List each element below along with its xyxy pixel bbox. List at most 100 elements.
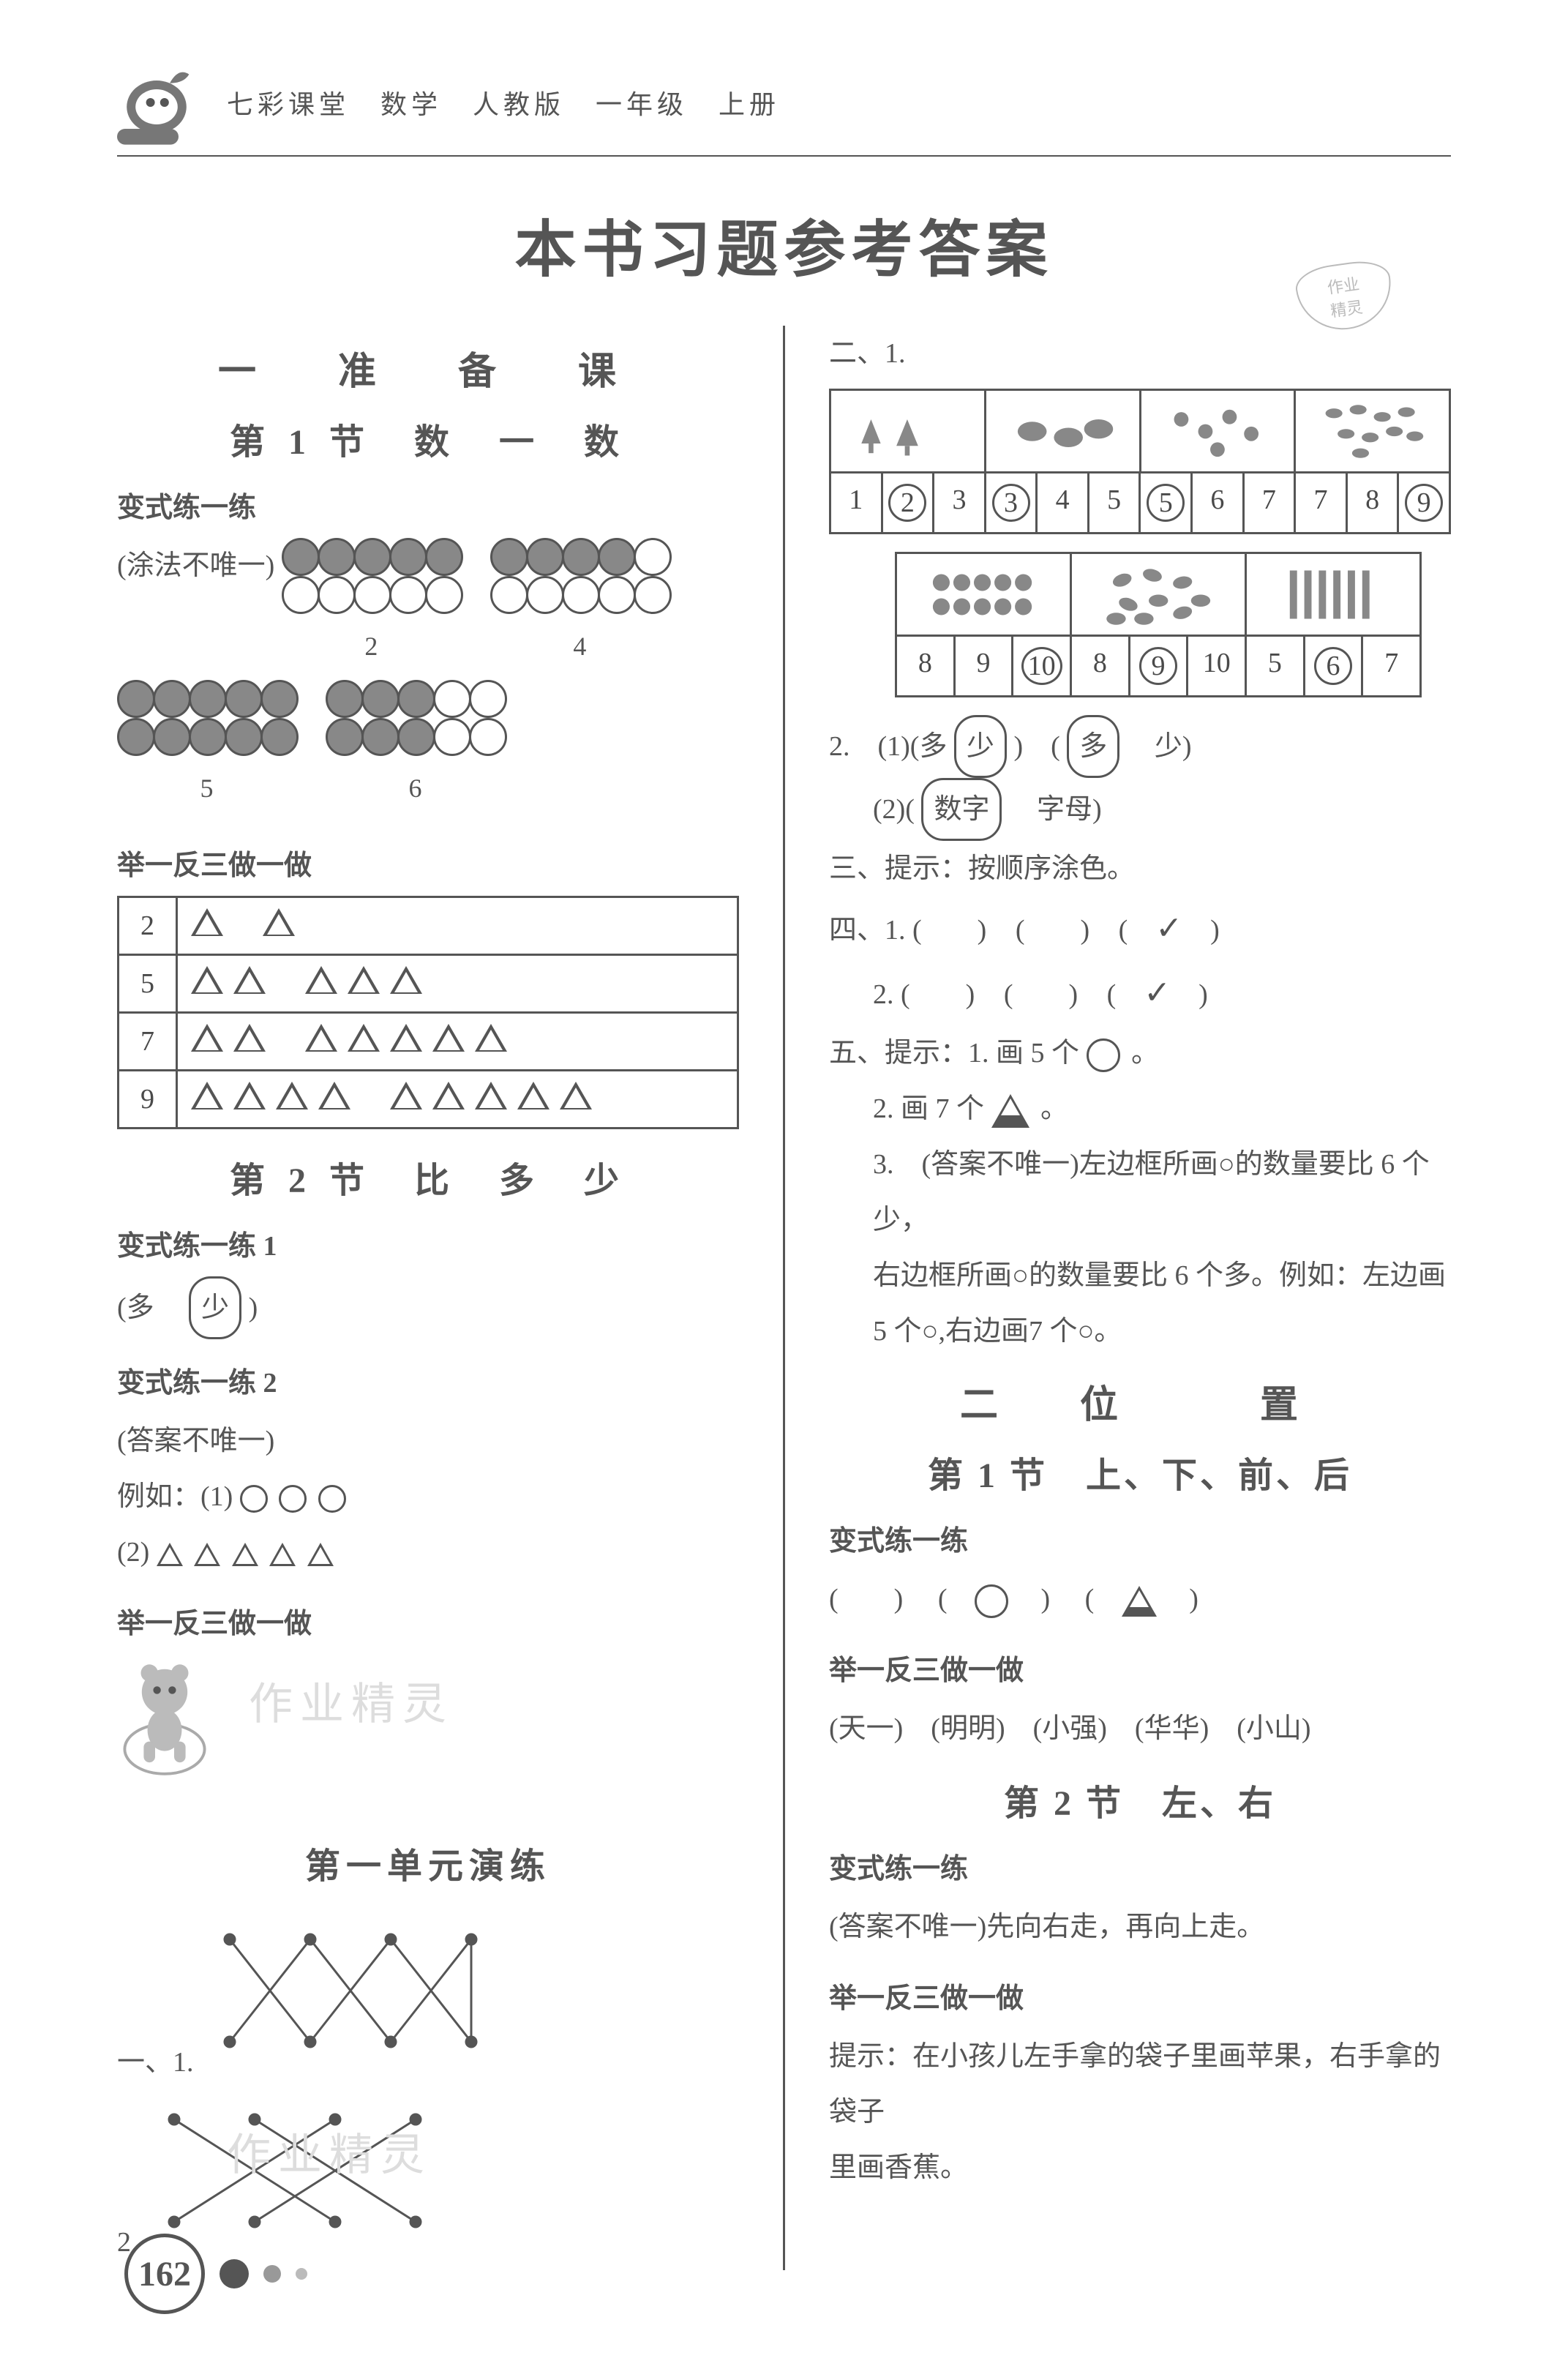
wu-3a: 3. (答案不唯一)左边框所画○的数量要比 6 个少， <box>829 1137 1451 1248</box>
q2-1: 2. (1)(多 少 ) ( 多 少) <box>829 715 1451 778</box>
heading-bianshi2: 变式练一练 2 <box>117 1360 739 1400</box>
wu2-end: 。 <box>1040 1093 1068 1124</box>
hint-r2a: 提示：在小孩儿左手拿的袋子里画苹果，右手拿的袋子 <box>829 2029 1451 2140</box>
duo-text: (多 <box>117 1292 182 1323</box>
hint-r2b: 里画香蕉。 <box>829 2140 1451 2196</box>
ans-not-unique: (答案不唯一) <box>117 1413 739 1469</box>
circle-icon <box>279 1485 307 1513</box>
check-icon <box>1155 915 1182 946</box>
section-2-title: 第 2 节 比 多 少 <box>117 1151 739 1202</box>
si-row1: 四、1. ( ) ( ) ( ) <box>829 897 1451 961</box>
san-text: 三、提示：按顺序涂色。 <box>829 841 1451 897</box>
dot-icon <box>296 2268 307 2280</box>
paren-empty: ( ) <box>901 967 975 1022</box>
heading-bianshi-r: 变式练一练 <box>829 1518 1451 1558</box>
bear-watermark-area: 作业精灵 <box>117 1654 739 1815</box>
q2-1-duo-circled: 多 <box>1067 715 1119 778</box>
q2-1-end: 少) <box>1127 731 1192 762</box>
content-columns: 一 准 备 课 第 1 节 数 一 数 变式练一练 (涂法不唯一) 24 56 举… <box>117 326 1451 2270</box>
number-grid-1: 123345567789 <box>829 389 1451 534</box>
match-diagram-1 <box>200 2047 522 2078</box>
pic-cell-leaves <box>1072 554 1247 635</box>
yi1-label: 一、1. <box>117 2047 194 2078</box>
names-row: (天一) (明明) (小强) (华华) (小山) <box>829 1701 1451 1756</box>
q2-2-shuzi-circled: 数字 <box>921 778 1002 841</box>
pic-cell-trees <box>831 391 986 471</box>
circle-group: 4 <box>490 538 669 673</box>
shao-circled: 少 <box>189 1276 241 1339</box>
unit-1-title: 第一单元演练 <box>117 1837 739 1888</box>
wu-1: 五、提示：1. 画 5 个 。 <box>829 1025 1451 1081</box>
big-circle-icon <box>1087 1038 1120 1072</box>
wu-3c: 5 个○,右边画7 个○。 <box>829 1303 1451 1359</box>
circle-group: 6 <box>326 680 505 815</box>
paren-check: ( ) <box>1119 897 1220 961</box>
tufa-note: (涂法不唯一) 24 56 <box>117 538 739 822</box>
triangle-table: 2579 <box>117 896 739 1129</box>
triangle-icon <box>1122 1586 1157 1617</box>
triangle-icon <box>157 1543 183 1566</box>
number-grid-2: 89108910567 <box>895 552 1422 697</box>
column-divider <box>783 326 785 2270</box>
er1-label: 二、1. <box>829 326 1451 381</box>
page-header: 七彩课堂 数学 人教版 一年级 上册 <box>117 59 1451 157</box>
example-2: (2) <box>117 1524 739 1580</box>
wu2-label: 2. 画 7 个 <box>873 1093 984 1124</box>
pic-cell-candies <box>1296 391 1449 471</box>
circle-group: 2 <box>282 538 461 673</box>
dot-icon <box>220 2259 249 2288</box>
section-2-2-title: 第 2 节 左、右 <box>829 1774 1451 1825</box>
si-label: 四、1. <box>829 915 906 946</box>
si-row2: 2. ( ) ( ) ( ) <box>829 961 1451 1025</box>
pic-cell-pencils <box>1247 554 1419 635</box>
heading-juyi-r: 举一反三做一做 <box>829 1647 1451 1688</box>
tufa-label: (涂法不唯一) <box>117 550 274 581</box>
circle-icon <box>975 1584 1008 1618</box>
section-2-1-title: 第 1 节 上、下、前、后 <box>829 1446 1451 1497</box>
q2-2-label: (2)( <box>873 794 915 825</box>
bear-icon <box>117 1654 212 1778</box>
dot-icon <box>263 2265 281 2283</box>
ans-r2: (答案不唯一)先向右走，再向上走。 <box>829 1899 1451 1955</box>
si2-label: 2. <box>873 979 894 1010</box>
paren-empty: ( ) <box>1016 902 1089 958</box>
q2-1-mid: ) ( <box>1013 731 1059 762</box>
close-paren: ) <box>249 1292 258 1323</box>
heading-bianshi1: 变式练一练 1 <box>117 1223 739 1263</box>
heading-juyi: 举一反三做一做 <box>117 842 739 883</box>
wu-end: 。 <box>1131 1038 1159 1068</box>
q2-2: (2)( 数字 字母) <box>829 778 1451 841</box>
stamp-line2: 精灵 <box>1329 294 1364 322</box>
paren-check: ( ) <box>1107 961 1208 1025</box>
wu-2: 2. 画 7 个 。 <box>829 1081 1451 1137</box>
header-series-text: 七彩课堂 数学 人教版 一年级 上册 <box>227 83 780 121</box>
right-column: 二、1. 123345567789 <box>829 326 1451 2270</box>
pic-cell-beads <box>897 554 1072 635</box>
paren-triangle: ( ) <box>1085 1584 1198 1614</box>
left-column: 一 准 备 课 第 1 节 数 一 数 变式练一练 (涂法不唯一) 2456 举… <box>117 326 739 2270</box>
triangle-icon <box>307 1543 334 1566</box>
triangle-icon <box>269 1543 296 1566</box>
q2-1-label: 2. (1)(多 <box>829 731 947 762</box>
circle-group: 5 <box>117 680 296 815</box>
paren-empty: ( ) <box>1004 967 1078 1022</box>
paren-empty: ( ) <box>829 1584 931 1614</box>
circle-icon <box>240 1485 268 1513</box>
chapter-1-title: 一 准 备 课 <box>117 340 739 395</box>
triangle-icon <box>194 1543 220 1566</box>
paren-shapes-row: ( ) ( ) ( ) <box>829 1571 1451 1627</box>
heading-juyi-r2: 举一反三做一做 <box>829 1975 1451 2015</box>
page-title: 本书习题参考答案 <box>117 201 1451 289</box>
logo-icon <box>117 59 205 146</box>
heading-juyi2: 举一反三做一做 <box>117 1601 739 1641</box>
liru-label: 例如：(1) <box>117 1481 233 1512</box>
example-1: 例如：(1) <box>117 1469 739 1524</box>
liru2-label: (2) <box>117 1537 149 1568</box>
wu-3b: 右边框所画○的数量要比 6 个多。例如：左边画 <box>829 1248 1451 1303</box>
watermark-text: 作业精灵 <box>249 1669 454 1732</box>
page-number: 162 <box>124 2234 205 2314</box>
pic-cell-flowers <box>1141 391 1297 471</box>
big-triangle-icon <box>991 1094 1029 1128</box>
section-1-title: 第 1 节 数 一 数 <box>117 413 739 464</box>
paren-circle: ( ) <box>938 1584 1078 1614</box>
